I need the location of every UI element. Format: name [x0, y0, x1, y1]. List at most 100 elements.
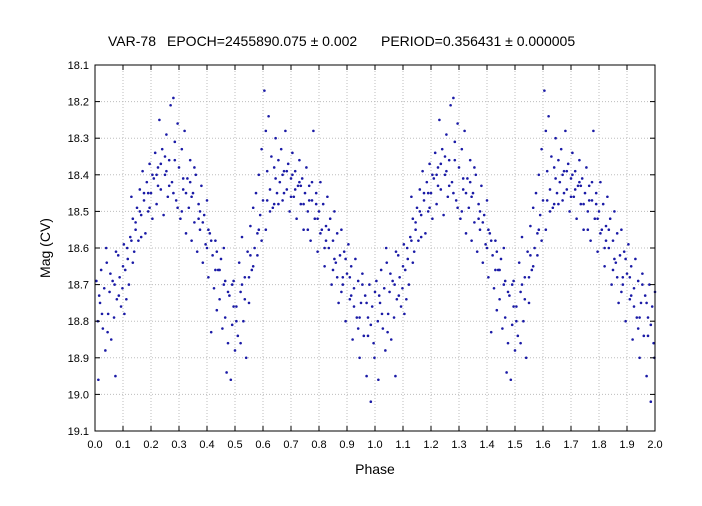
data-point [533, 246, 536, 250]
data-point [335, 232, 339, 235]
data-point [470, 239, 473, 242]
data-point [498, 268, 501, 272]
data-point [419, 235, 423, 239]
data-point [190, 239, 193, 242]
data-point [123, 312, 126, 316]
data-point [225, 371, 228, 374]
data-point [331, 268, 335, 272]
data-point [597, 210, 601, 213]
data-point [414, 228, 417, 231]
data-point [541, 199, 545, 202]
data-point [267, 114, 270, 118]
data-point [316, 217, 319, 221]
data-point [393, 283, 396, 286]
data-point [306, 210, 310, 213]
data-point [368, 283, 371, 286]
data-point [258, 213, 262, 217]
data-point [314, 191, 318, 195]
chart-title: VAR-78 EPOCH=2455890.075 ± 0.002 PERIOD=… [108, 33, 575, 49]
data-point [628, 297, 632, 301]
data-point [571, 173, 574, 177]
data-point [446, 195, 450, 199]
data-point [531, 206, 535, 210]
data-point [650, 305, 654, 308]
data-point [422, 191, 426, 195]
x-tick-label: 0.1 [115, 439, 130, 451]
data-point [519, 341, 522, 345]
data-point [317, 210, 321, 213]
data-point [114, 374, 117, 378]
data-point [274, 177, 277, 180]
data-point [256, 232, 259, 235]
data-point [197, 217, 200, 221]
data-point [277, 158, 280, 162]
data-point [583, 191, 587, 195]
data-point [565, 188, 569, 191]
data-point [145, 180, 149, 184]
data-point [275, 191, 279, 195]
data-point [122, 243, 126, 246]
data-point [502, 283, 506, 286]
data-point [572, 195, 576, 199]
data-point [246, 250, 249, 253]
data-point [263, 89, 266, 92]
data-point [97, 294, 101, 297]
data-point [452, 191, 455, 195]
data-point [523, 297, 527, 301]
data-point [292, 195, 296, 199]
data-point [101, 327, 105, 330]
data-point [167, 184, 171, 188]
data-point [341, 275, 345, 279]
data-point [505, 371, 508, 374]
data-point [632, 305, 636, 308]
data-point [573, 169, 577, 173]
data-point [253, 246, 256, 250]
data-point [305, 166, 308, 169]
data-point [484, 243, 487, 246]
data-point [477, 202, 480, 206]
data-point [302, 202, 305, 206]
x-tick-label: 1.4 [479, 439, 494, 451]
y-tick-label: 19.0 [68, 389, 89, 401]
data-point [517, 261, 521, 264]
data-point [652, 341, 655, 345]
data-point [589, 239, 592, 242]
data-point [555, 191, 559, 195]
data-point [180, 210, 184, 213]
title-period: PERIOD=0.356431 ± 0.000005 [381, 33, 575, 49]
data-point [239, 341, 242, 345]
data-point [613, 257, 616, 261]
data-point [495, 308, 499, 312]
data-point [113, 283, 116, 286]
data-point [135, 206, 139, 210]
data-point [391, 279, 394, 283]
data-point [554, 136, 557, 140]
data-point [365, 301, 368, 305]
data-point [299, 202, 303, 206]
x-tick-label: 1.1 [395, 439, 410, 451]
x-tick-label: 1.2 [423, 439, 438, 451]
data-point [198, 210, 202, 213]
x-tick-label: 1.6 [535, 439, 550, 451]
data-point [207, 275, 210, 279]
data-point [435, 202, 438, 206]
data-point [461, 177, 465, 180]
data-point [537, 228, 541, 231]
data-point [328, 217, 332, 221]
data-point [146, 210, 150, 213]
data-point [165, 169, 168, 173]
data-point [559, 147, 563, 151]
data-point [108, 290, 111, 294]
data-point [406, 257, 410, 261]
data-point [187, 206, 191, 210]
data-point [363, 294, 367, 297]
data-point [121, 286, 124, 290]
data-point [610, 283, 613, 286]
data-point [649, 400, 653, 404]
data-point [148, 206, 151, 210]
data-point [209, 239, 213, 242]
data-point [226, 290, 230, 294]
data-point [104, 349, 107, 352]
data-point [624, 257, 627, 261]
